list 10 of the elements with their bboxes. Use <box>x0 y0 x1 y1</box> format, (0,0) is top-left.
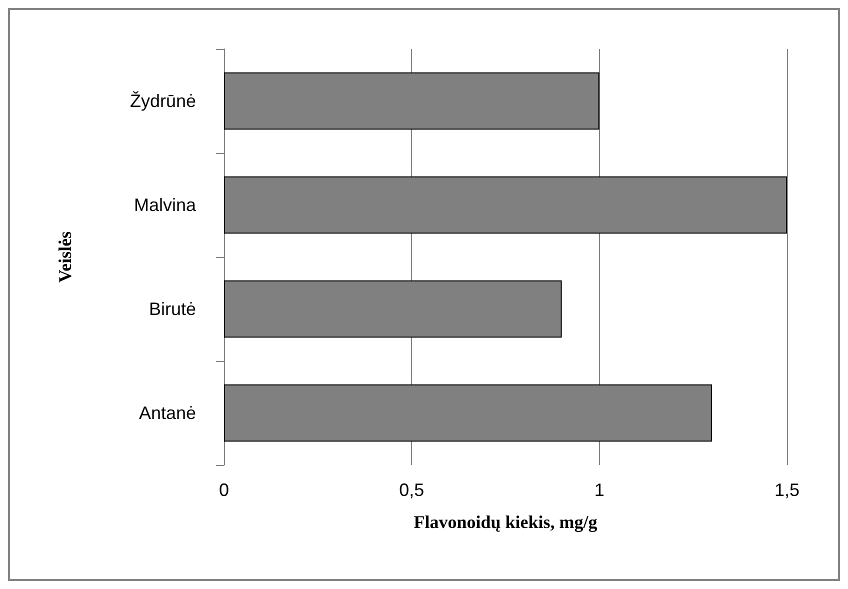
x-tick-label: 0 <box>218 480 230 500</box>
x-axis-title: Flavonoidų kiekis, mg/g <box>414 512 598 532</box>
y-tick-label: Žydrūnė <box>130 91 196 111</box>
y-tick-label: Malvina <box>134 195 197 215</box>
x-tick-label: 0,5 <box>399 480 424 500</box>
y-axis-title: Veislės <box>55 231 75 283</box>
x-tick-label: 1,5 <box>774 480 800 500</box>
y-tick-label: Antanė <box>138 403 196 423</box>
y-tick-label: Birutė <box>148 299 196 319</box>
x-tick-label: 1 <box>594 480 604 500</box>
